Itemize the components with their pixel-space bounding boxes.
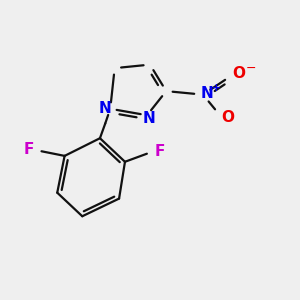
Text: N: N [200,86,213,101]
Text: +: + [212,83,221,93]
Text: N: N [99,101,111,116]
Text: N: N [143,111,156,126]
Text: O: O [232,66,245,81]
Text: O: O [221,110,235,125]
Text: F: F [155,144,166,159]
Text: −: − [246,62,256,75]
Text: F: F [23,142,34,158]
